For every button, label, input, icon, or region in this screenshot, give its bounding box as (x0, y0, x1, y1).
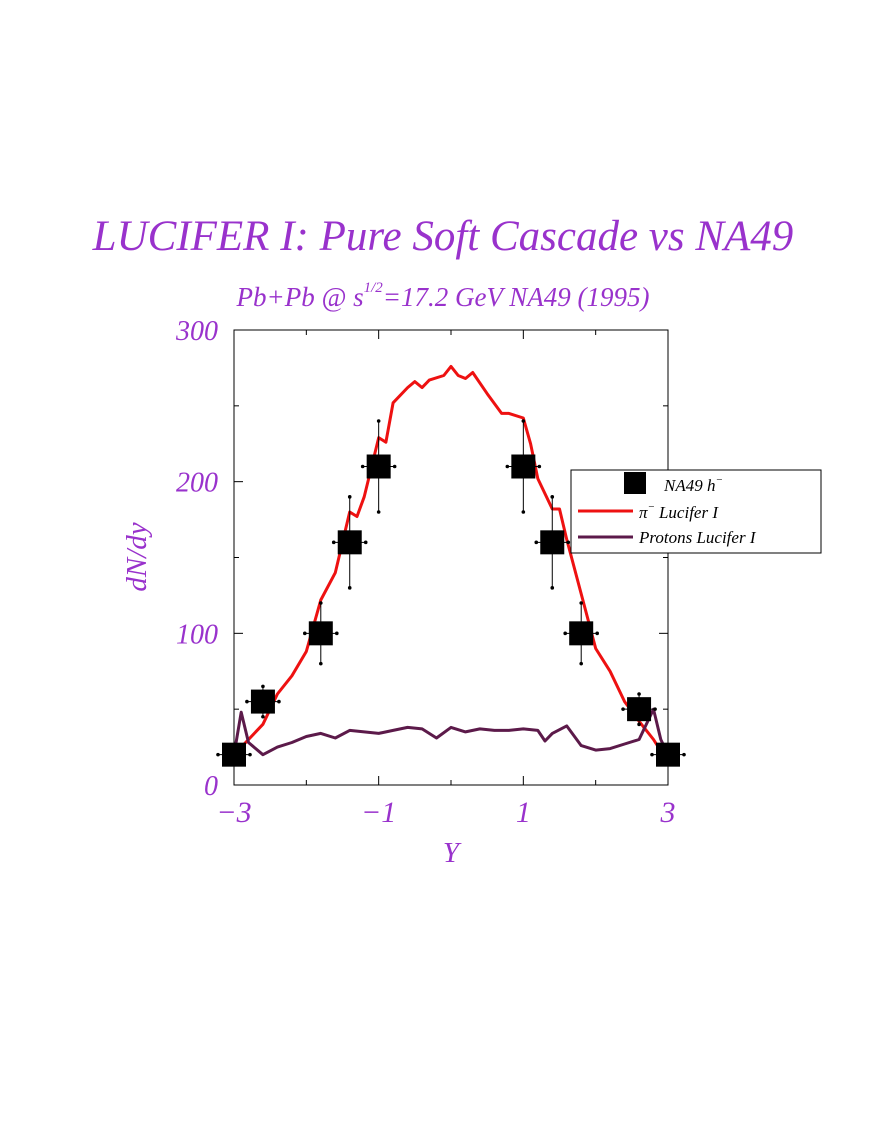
na49-marker (308, 621, 333, 646)
na49-x-cap (363, 540, 368, 545)
na49-x-cap (682, 752, 686, 757)
na49-marker (250, 689, 275, 714)
chart-title: LUCIFER I: Pure Soft Cascade vs NA49 (92, 213, 794, 260)
na49-marker (656, 742, 680, 767)
na49-x-cap (277, 699, 281, 704)
na49-x-cap (505, 464, 510, 469)
x-axis-label: Y (443, 837, 462, 869)
na49-error-cap (579, 601, 583, 605)
na49-error-cap (319, 661, 323, 666)
legend: NA49 h− π− Lucifer I Protons Lucifer I (570, 469, 822, 554)
plot-frame (233, 329, 669, 786)
na49-error-cap (347, 495, 352, 499)
y-tick-label-3: 300 (175, 316, 218, 347)
na49-marker (627, 697, 652, 722)
y-tick-label-2: 200 (176, 468, 218, 499)
legend-marker-na49 (624, 472, 646, 494)
na49-x-cap (335, 631, 339, 636)
subtitle-prefix: Pb+Pb @ s (236, 282, 364, 312)
x-tick-label-3: 3 (660, 796, 676, 829)
legend-label-na49: NA49 h− (663, 474, 723, 495)
pion-line (232, 364, 670, 764)
na49-x-cap (331, 540, 336, 545)
subtitle-suffix: =17.2 GeV NA49 (1995) (382, 282, 650, 312)
na49-x-cap (534, 540, 539, 545)
na49-x-cap (650, 752, 654, 757)
na49-x-cap (595, 631, 599, 636)
na49-x-cap (360, 464, 365, 469)
x-tick-label-2: 1 (516, 796, 531, 829)
legend-label-proton: Protons Lucifer I (638, 528, 757, 547)
subtitle-superscript: 1/2 (363, 280, 383, 296)
chart-subtitle: Pb+Pb @ s1/2=17.2 GeV NA49 (1995) (0, 280, 886, 313)
na49-x-cap (216, 752, 220, 757)
na49-error-cap (637, 692, 641, 696)
na49-x-cap (248, 752, 252, 757)
na49-marker (511, 454, 536, 479)
y-axis-label: dN/dy (121, 522, 153, 591)
y-tick-label-0: 0 (204, 771, 218, 802)
x-tick-label-0: −3 (216, 796, 251, 829)
na49-x-cap (621, 707, 625, 711)
na49-marker (569, 621, 594, 646)
na49-marker (540, 530, 565, 555)
na49-x-cap (245, 699, 249, 704)
axis-ticks (233, 329, 669, 786)
proton-series (232, 707, 670, 757)
na49-marker (337, 530, 362, 555)
na49-error-cap (521, 419, 526, 423)
legend-label-pion: π− Lucifer I (639, 501, 719, 522)
na49-error-cap (261, 714, 265, 719)
na49-error-cap (319, 601, 323, 605)
na49-x-cap (563, 631, 567, 636)
na49-x-cap (537, 464, 542, 469)
na49-error-cap (550, 495, 555, 499)
na49-error-cap (261, 684, 265, 689)
na49-x-cap (566, 540, 571, 545)
tick-labels: −3 −1 1 3 0 100 200 300 (175, 316, 676, 829)
x-tick-label-1: −1 (361, 796, 396, 829)
na49-error-cap (521, 510, 526, 514)
na49-marker (366, 454, 391, 479)
na49-error-cap (376, 510, 381, 514)
na49-error-cap (637, 722, 641, 727)
na49-marker (222, 742, 246, 767)
na49-x-cap (392, 464, 397, 469)
na49-x-cap (303, 631, 307, 636)
y-tick-label-1: 100 (176, 619, 218, 650)
na49-error-cap (550, 586, 555, 590)
na49-error-cap (376, 419, 381, 423)
proton-line (232, 707, 670, 757)
pion-series (232, 364, 670, 764)
na49-x-cap (653, 707, 657, 711)
na49-series (216, 419, 686, 767)
na49-error-cap (347, 586, 352, 590)
na49-error-cap (579, 661, 583, 666)
